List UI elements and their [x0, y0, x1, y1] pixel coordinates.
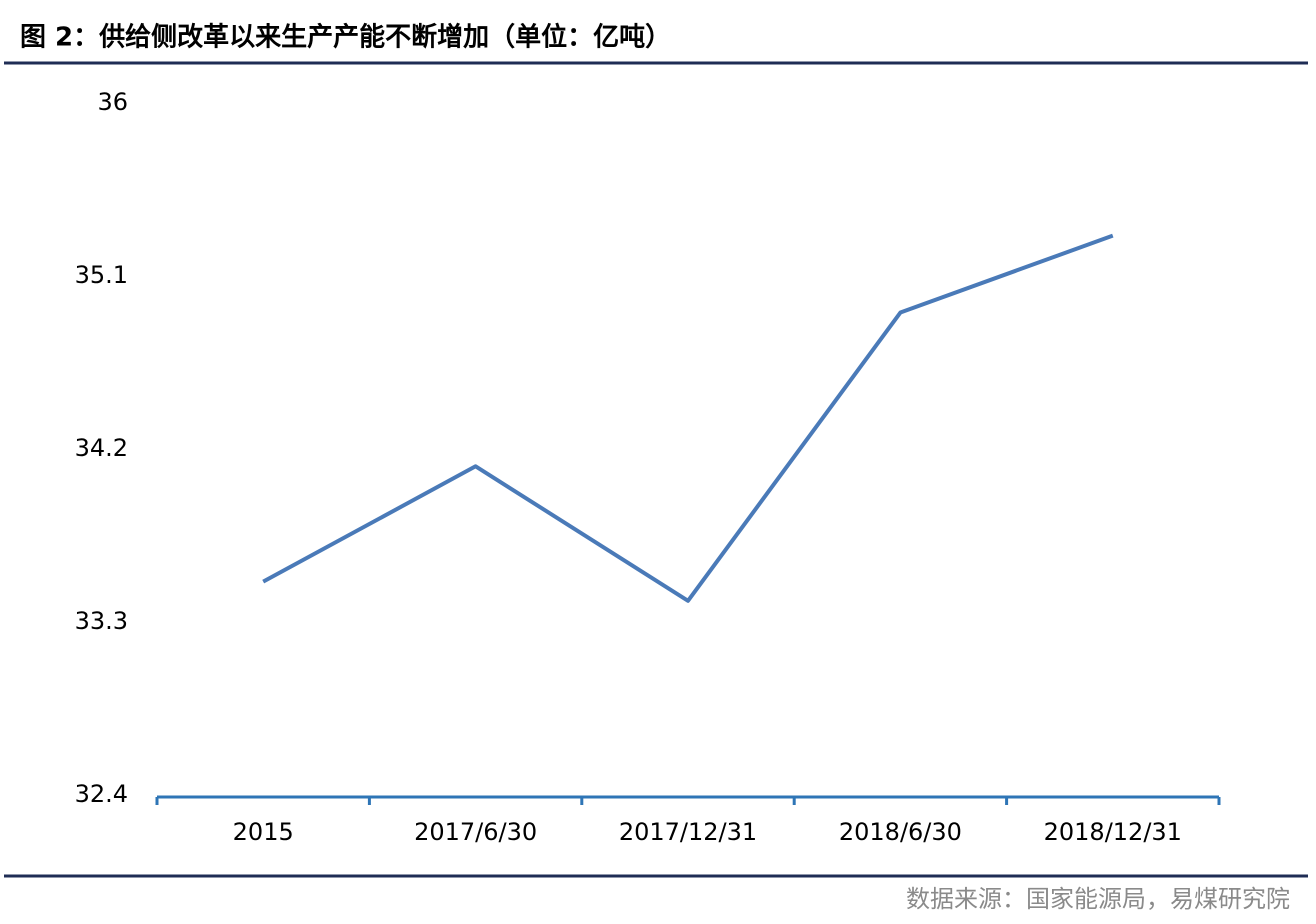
x-tick-label: 2015	[233, 818, 294, 846]
x-tick-label: 2017/6/30	[414, 818, 537, 846]
chart-title: 图 2：供给侧改革以来生产产能不断增加（单位：亿吨）	[20, 22, 671, 53]
data-line	[262, 233, 1114, 603]
y-tick-label: 34.2	[75, 434, 128, 462]
y-tick-label: 32.4	[75, 780, 128, 808]
y-tick-label: 33.3	[75, 607, 128, 635]
x-tick-label: 2018/12/31	[1044, 818, 1182, 846]
y-tick-label: 36	[97, 88, 128, 116]
source-note: 数据来源：国家能源局，易煤研究院	[906, 885, 1290, 913]
x-tick-label: 2018/6/30	[839, 818, 962, 846]
x-tick-label: 2017/12/31	[619, 818, 757, 846]
y-tick-label: 35.1	[75, 261, 128, 289]
